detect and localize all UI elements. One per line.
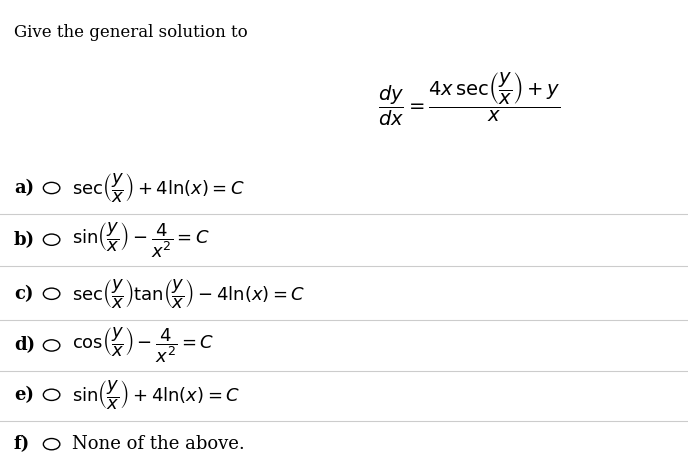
Text: c): c)	[14, 285, 33, 303]
Text: $\dfrac{dy}{dx} = \dfrac{4x\,\sec\!\left(\dfrac{y}{x}\right) + y}{x}$: $\dfrac{dy}{dx} = \dfrac{4x\,\sec\!\left…	[378, 70, 561, 128]
Text: $\sec\!\left(\dfrac{y}{x}\right)\tan\!\left(\dfrac{y}{x}\right) - 4\ln(x) = C$: $\sec\!\left(\dfrac{y}{x}\right)\tan\!\l…	[72, 277, 305, 311]
Text: d): d)	[14, 337, 35, 354]
Text: $\sin\!\left(\dfrac{y}{x}\right) - \dfrac{4}{x^2} = C$: $\sin\!\left(\dfrac{y}{x}\right) - \dfra…	[72, 220, 210, 259]
Text: b): b)	[14, 231, 35, 249]
Text: e): e)	[14, 386, 34, 404]
Text: $\cos\!\left(\dfrac{y}{x}\right) - \dfrac{4}{x^2} = C$: $\cos\!\left(\dfrac{y}{x}\right) - \dfra…	[72, 326, 215, 365]
Text: a): a)	[14, 179, 34, 197]
Text: None of the above.: None of the above.	[72, 435, 245, 453]
Text: $\sec\!\left(\dfrac{y}{x}\right) + 4\ln(x) = C$: $\sec\!\left(\dfrac{y}{x}\right) + 4\ln(…	[72, 171, 245, 205]
Text: f): f)	[14, 435, 30, 453]
Text: $\sin\!\left(\dfrac{y}{x}\right) + 4\ln(x) = C$: $\sin\!\left(\dfrac{y}{x}\right) + 4\ln(…	[72, 378, 241, 412]
Text: Give the general solution to: Give the general solution to	[14, 24, 248, 40]
